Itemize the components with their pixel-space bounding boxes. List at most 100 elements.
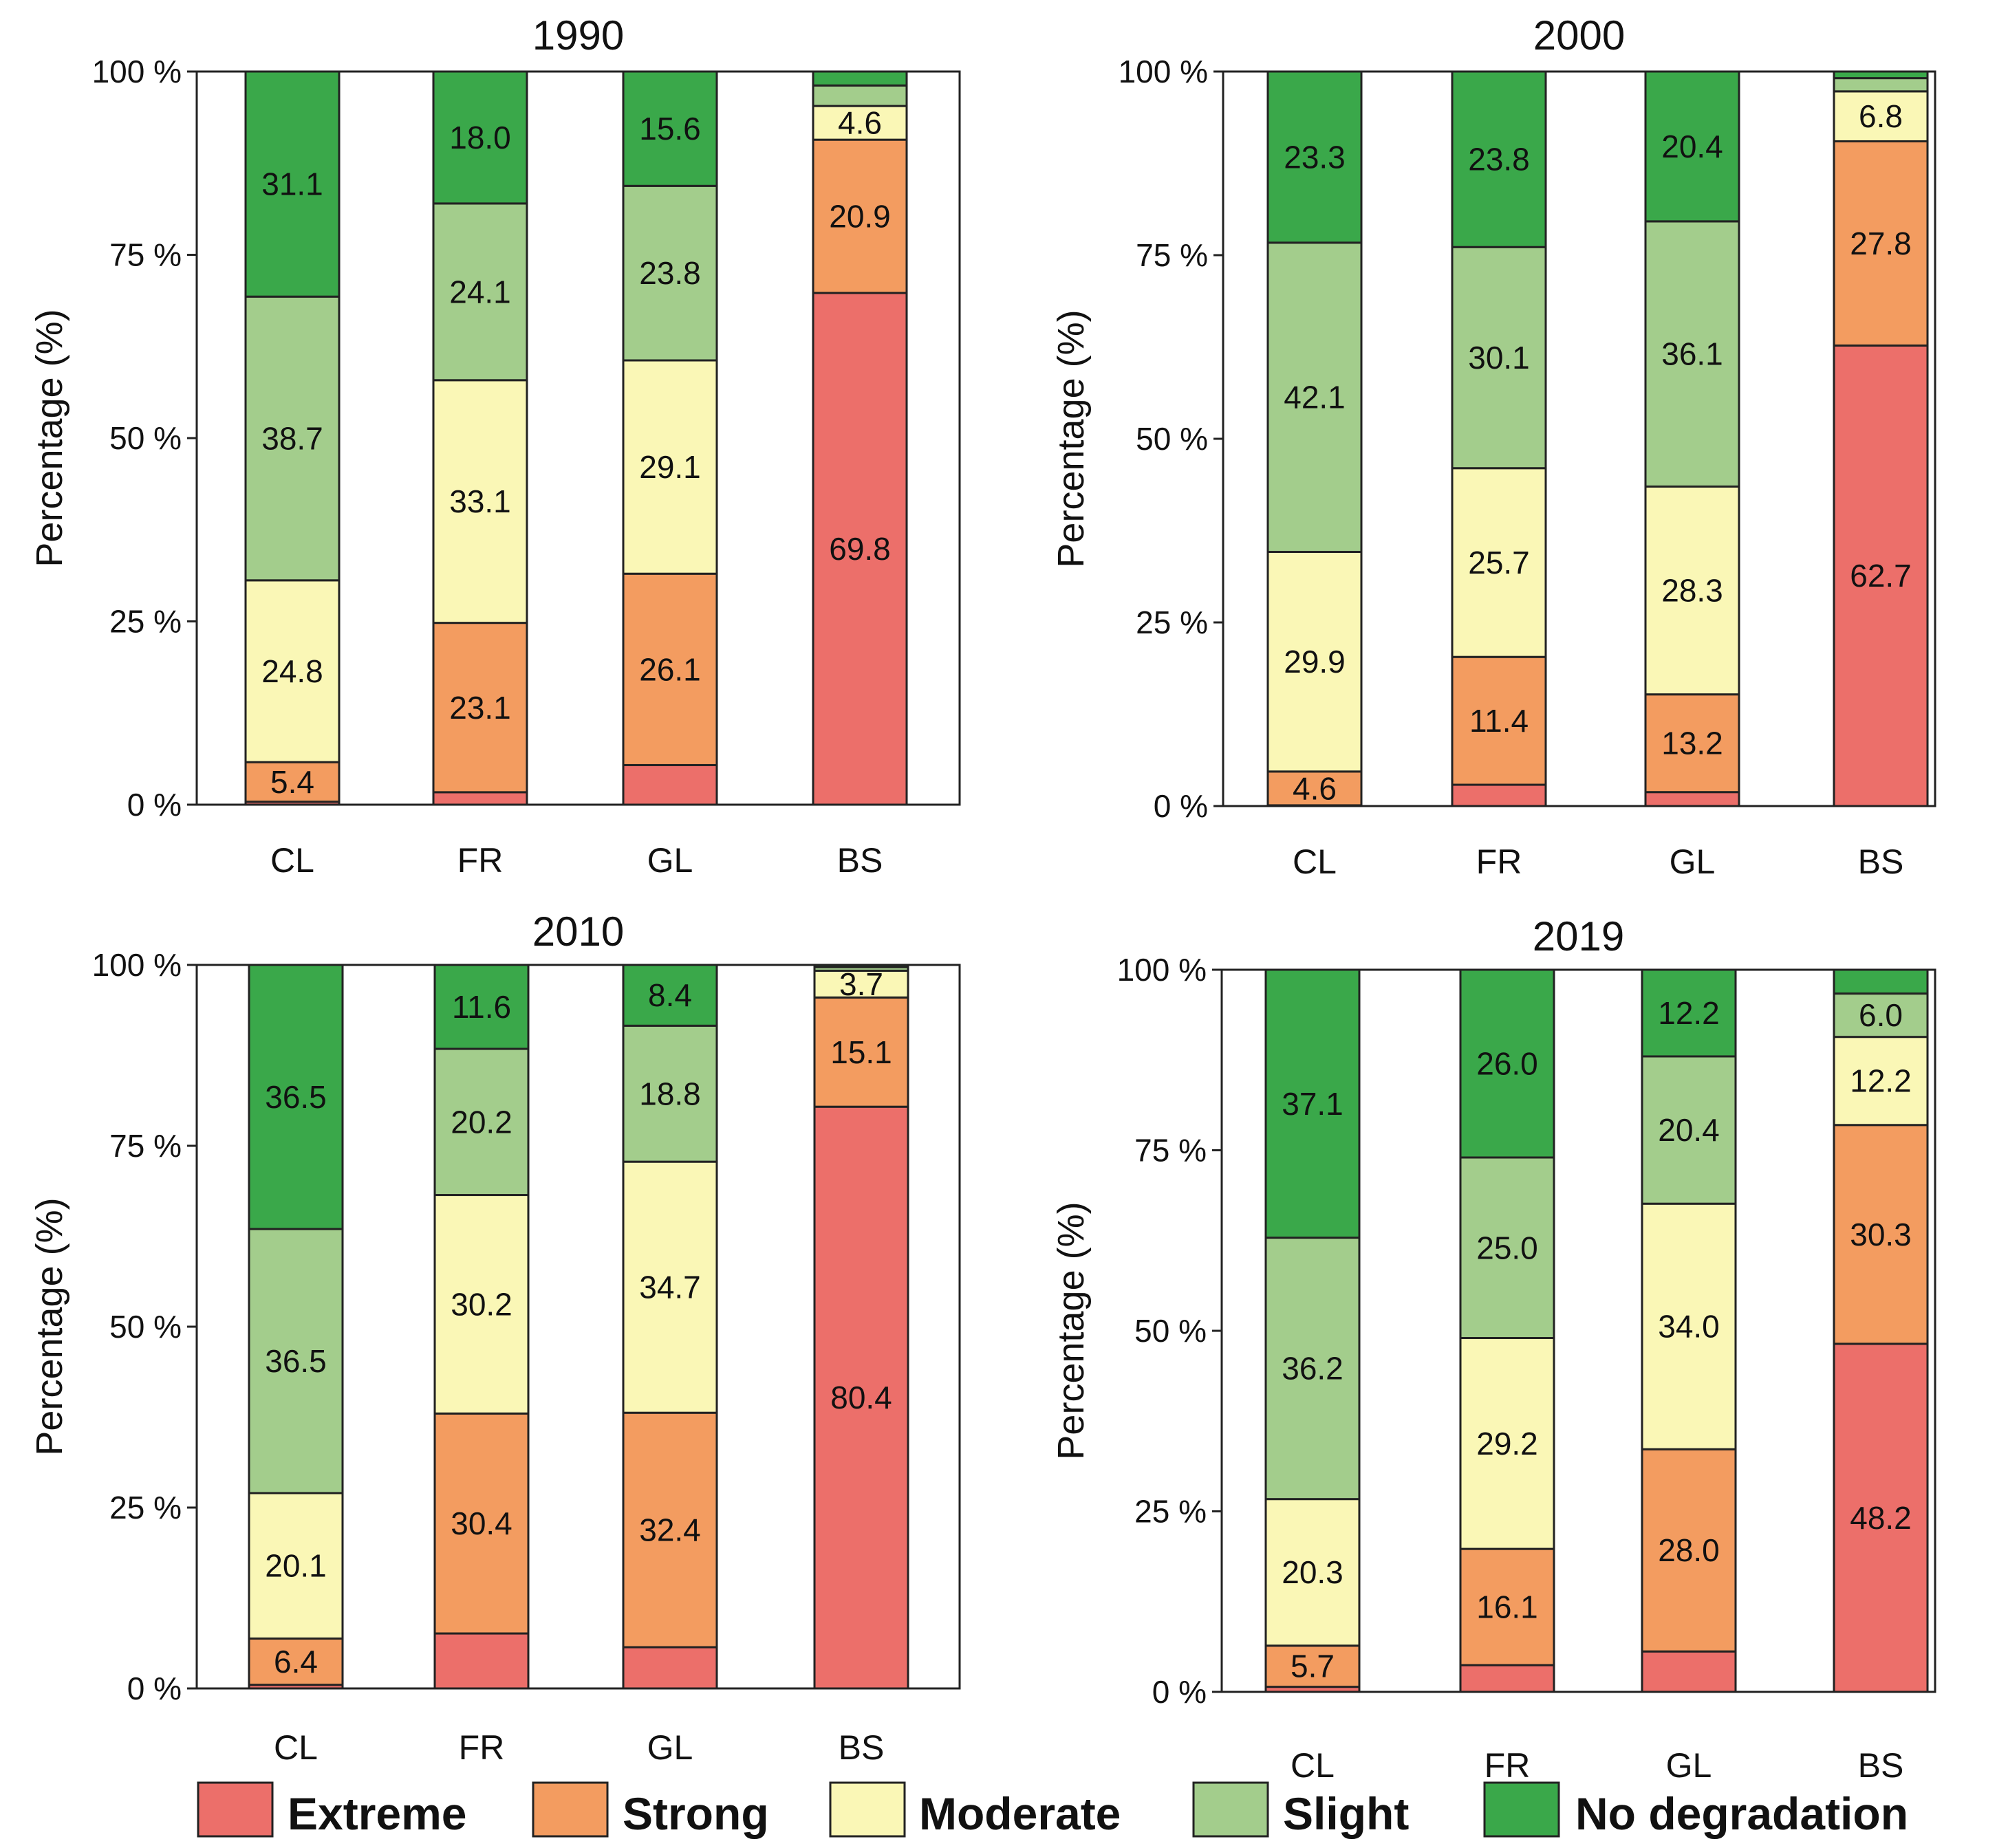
data-label: 18.8 bbox=[639, 1076, 701, 1111]
data-label: 15.6 bbox=[639, 111, 701, 146]
legend-item-moderate: Moderate bbox=[829, 1781, 1121, 1839]
data-label: 20.4 bbox=[1661, 129, 1723, 164]
x-tick-label: CL bbox=[274, 1728, 318, 1767]
bar-segment-strong bbox=[1264, 1644, 1361, 1688]
bar-segment-moderate bbox=[812, 105, 908, 141]
x-tick-label: BS bbox=[1858, 843, 1904, 881]
chart-1990: 1990 Percentage (%) 0 % 25 % 50 % 75 % 100 % 5.… bbox=[29, 12, 961, 880]
chart-title: 2019 bbox=[1533, 913, 1624, 959]
x-tick-label: FR bbox=[457, 841, 504, 880]
data-label: 30.4 bbox=[451, 1505, 512, 1541]
data-label: 13.2 bbox=[1661, 726, 1723, 761]
data-label: 23.3 bbox=[1284, 139, 1346, 175]
x-tick-label: GL bbox=[1670, 843, 1716, 881]
legend-item-extreme: Extreme bbox=[197, 1781, 467, 1839]
y-tick-label: 50 % bbox=[1134, 1313, 1207, 1349]
x-tick-label: FR bbox=[1485, 1746, 1531, 1785]
bar-segment-moderate bbox=[622, 359, 718, 575]
data-label: 30.1 bbox=[1468, 340, 1530, 376]
data-label: 20.4 bbox=[1658, 1112, 1720, 1148]
data-label: 18.0 bbox=[449, 120, 511, 155]
bar-segment-moderate bbox=[244, 579, 341, 763]
legend-label: Slight bbox=[1283, 1788, 1409, 1839]
legend-swatch bbox=[532, 1781, 609, 1838]
plot-frame bbox=[1222, 70, 1936, 807]
bar-segment-slight bbox=[1451, 246, 1547, 470]
bar-segment-slight bbox=[244, 295, 341, 582]
data-label: 34.0 bbox=[1658, 1309, 1720, 1345]
bar-segment-strong bbox=[812, 138, 908, 294]
bar-segment-moderate bbox=[248, 1492, 344, 1640]
data-label: 23.8 bbox=[639, 255, 701, 291]
data-label: 36.5 bbox=[265, 1079, 327, 1115]
bar-segment-no-degradation bbox=[812, 70, 908, 87]
bar-segment-slight bbox=[1641, 1055, 1737, 1205]
bar-segment-strong bbox=[1644, 693, 1740, 794]
bar-segment-extreme bbox=[622, 1646, 718, 1690]
bar-segment-no-degradation bbox=[1451, 70, 1547, 248]
legend: Extreme Strong Moderate Slight No degradatio… bbox=[197, 1781, 1908, 1839]
data-label: 20.9 bbox=[829, 199, 891, 235]
legend-label: Extreme bbox=[288, 1788, 467, 1839]
bar-segment-moderate bbox=[1641, 1202, 1737, 1450]
y-axis-label: Percentage (%) bbox=[29, 309, 70, 567]
bar-segment-strong bbox=[1833, 1124, 1929, 1345]
data-label: 25.0 bbox=[1476, 1230, 1538, 1265]
data-label: 42.1 bbox=[1284, 380, 1346, 415]
bar-segment-moderate bbox=[1833, 90, 1929, 142]
y-tick-label: 100 % bbox=[92, 54, 182, 89]
x-tick-label: GL bbox=[647, 1728, 693, 1767]
chart-title: 2010 bbox=[532, 909, 624, 955]
data-label: 8.4 bbox=[648, 977, 692, 1013]
bar-segment-slight bbox=[1264, 1237, 1361, 1501]
data-label: 11.6 bbox=[452, 989, 511, 1025]
data-label: 11.4 bbox=[1469, 703, 1529, 739]
y-tick-label: 75 % bbox=[1136, 237, 1208, 273]
bar-segment-slight bbox=[1833, 992, 1929, 1039]
y-tick-label: 25 % bbox=[109, 604, 182, 640]
data-label: 28.3 bbox=[1661, 573, 1723, 609]
data-label: 6.0 bbox=[1859, 997, 1903, 1033]
data-label: 33.1 bbox=[449, 483, 511, 519]
chart-2000: 2000 Percentage (%) 0 % 25 % 50 % 75 % 100 % 4.… bbox=[1050, 12, 1936, 881]
bar-segment-moderate bbox=[1833, 1036, 1929, 1127]
data-label: 36.1 bbox=[1661, 336, 1723, 372]
x-tick-label: CL bbox=[270, 841, 314, 880]
data-label: 29.1 bbox=[639, 449, 701, 485]
bar-segment-slight bbox=[248, 1228, 344, 1494]
data-label: 32.4 bbox=[639, 1512, 701, 1548]
bar-segment-strong bbox=[1833, 140, 1929, 347]
bar-segment-slight bbox=[812, 84, 908, 107]
y-tick-label: 0 % bbox=[127, 1671, 182, 1706]
data-label: 23.1 bbox=[449, 690, 511, 726]
data-label: 24.1 bbox=[449, 274, 511, 309]
bar-segment-extreme bbox=[1451, 783, 1547, 807]
bar-segment-moderate bbox=[622, 1160, 718, 1414]
legend-label: No degradation bbox=[1575, 1788, 1908, 1839]
bar-segment-moderate bbox=[432, 379, 528, 624]
chart-title: 2000 bbox=[1533, 12, 1625, 58]
data-label: 5.7 bbox=[1291, 1649, 1335, 1684]
y-tick-label: 75 % bbox=[109, 237, 182, 273]
bar-segment-strong bbox=[1459, 1547, 1555, 1666]
data-label: 20.1 bbox=[265, 1548, 327, 1584]
legend-swatch bbox=[829, 1781, 906, 1838]
x-tick-label: BS bbox=[837, 841, 883, 880]
y-tick-label: 100 % bbox=[1119, 54, 1208, 89]
data-label: 20.3 bbox=[1282, 1554, 1343, 1590]
x-tick-label: CL bbox=[1293, 843, 1337, 881]
data-label: 5.4 bbox=[270, 764, 314, 800]
bar-segment-slight bbox=[622, 184, 718, 362]
data-label: 6.8 bbox=[1859, 98, 1903, 134]
bar-segment-slight bbox=[432, 202, 528, 382]
x-tick-label: FR bbox=[1476, 843, 1522, 881]
data-label: 38.7 bbox=[261, 421, 323, 457]
bar-segment-slight bbox=[1833, 77, 1929, 93]
data-label: 80.4 bbox=[830, 1380, 892, 1415]
y-axis-label: Percentage (%) bbox=[1050, 309, 1092, 567]
data-label: 4.6 bbox=[1293, 770, 1337, 806]
bar-segment-strong bbox=[622, 1411, 718, 1649]
bar-segment-strong bbox=[433, 1412, 530, 1635]
plot-frame bbox=[1220, 968, 1936, 1693]
bar-segment-slight bbox=[433, 1047, 530, 1197]
